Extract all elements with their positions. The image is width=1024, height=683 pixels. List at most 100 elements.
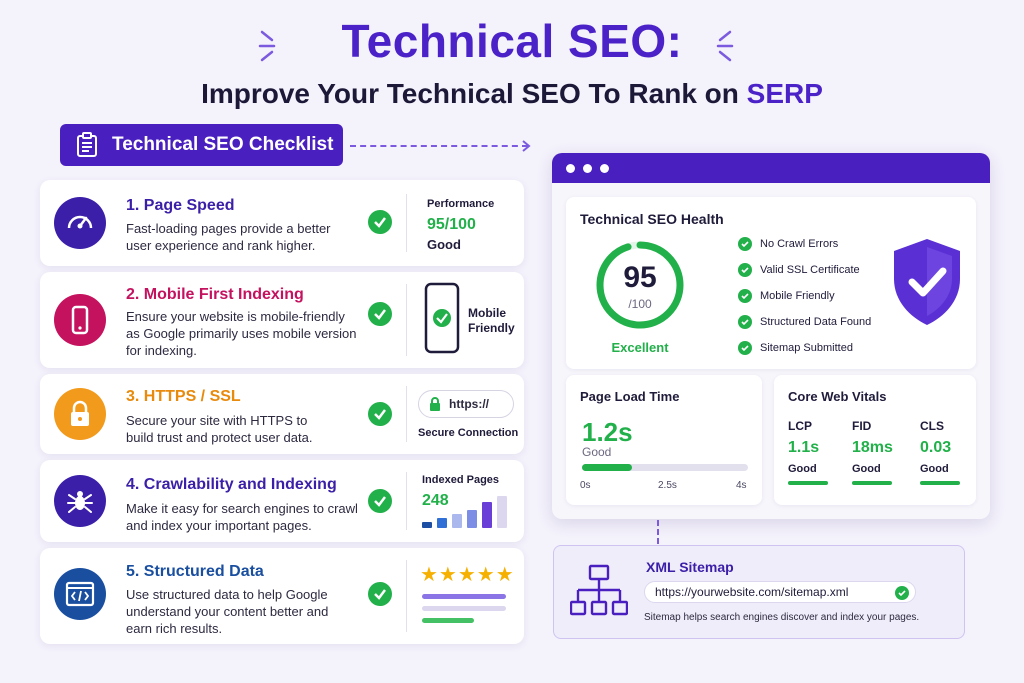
window-dot	[566, 163, 575, 173]
vital-name: FID	[852, 419, 872, 433]
check-icon	[738, 341, 752, 355]
health-title: Technical SEO Health	[580, 211, 724, 227]
shield-check-icon	[894, 239, 960, 325]
checklist-card-https: 3. HTTPS / SSL Secure your site with HTT…	[40, 374, 524, 454]
secure-connection-label: Secure Connection	[418, 427, 519, 439]
sitemap-url-field[interactable]: https://yourwebsite.com/sitemap.xml	[644, 581, 916, 603]
sitemap-title: XML Sitemap	[646, 559, 734, 575]
vital-name: LCP	[788, 419, 812, 433]
load-title: Page Load Time	[580, 389, 680, 404]
scale-end: 4s	[736, 480, 747, 491]
health-check-label: Structured Data Found	[760, 316, 872, 328]
check-icon	[738, 315, 752, 329]
mobile-device-icon	[424, 282, 460, 354]
checklist-card-page-speed: 1. Page Speed Fast-loading pages provide…	[40, 180, 524, 266]
vital-bar	[920, 481, 960, 485]
sparkle-left-icon	[258, 30, 276, 62]
card-title: 2. Mobile First Indexing	[126, 286, 304, 303]
vital-value: 18ms	[852, 439, 893, 456]
vital-cls: CLS 0.03 Good	[920, 419, 980, 485]
performance-label: Performance	[427, 198, 495, 210]
load-progress-fill	[582, 464, 632, 471]
check-icon	[368, 302, 392, 326]
health-check-item: Mobile Friendly	[738, 289, 835, 303]
vital-value: 1.1s	[788, 439, 820, 456]
connector-line	[657, 520, 659, 544]
vitals-title: Core Web Vitals	[788, 389, 887, 404]
health-check-label: No Crawl Errors	[760, 238, 839, 250]
connector-line	[350, 145, 528, 147]
load-value: 1.2s	[582, 417, 633, 447]
check-icon	[368, 210, 392, 234]
https-url-pill: https://	[418, 390, 514, 418]
speedometer-icon	[54, 197, 106, 249]
core-web-vitals-panel: Core Web Vitals LCP 1.1s Good FID 18ms G…	[774, 375, 976, 505]
indexed-pages-value: 248	[422, 492, 449, 509]
vital-fid: FID 18ms Good	[852, 419, 912, 485]
page-subtitle: Improve Your Technical SEO To Rank on SE…	[201, 78, 823, 109]
check-icon	[738, 263, 752, 277]
divider	[406, 386, 407, 442]
bar-chart-icon	[422, 496, 507, 528]
health-check-item: Sitemap Submitted	[738, 341, 853, 355]
arrow-right-icon	[522, 140, 531, 152]
vital-status: Good	[852, 463, 881, 475]
checklist-card-mobile-first: 2. Mobile First Indexing Ensure your web…	[40, 272, 524, 368]
check-icon	[738, 289, 752, 303]
checklist-card-structured-data: 5. Structured Data Use structured data t…	[40, 548, 524, 644]
divider	[406, 472, 407, 530]
vital-bar	[852, 481, 892, 485]
sitemap-tree-icon	[570, 564, 628, 616]
card-description: Ensure your website is mobile-friendly a…	[126, 309, 357, 358]
vital-status: Good	[788, 463, 817, 475]
card-description: Fast-loading pages provide a better user…	[126, 221, 331, 253]
performance-status: Good	[427, 237, 461, 252]
scale-mid: 2.5s	[658, 480, 677, 491]
health-check-label: Sitemap Submitted	[760, 342, 853, 354]
check-icon	[895, 586, 909, 600]
indexed-pages-label: Indexed Pages	[422, 474, 500, 486]
rating-stars: ★★★★★	[420, 564, 515, 586]
checklist-badge: Technical SEO Checklist	[60, 124, 343, 166]
page-title: Technical SEO:	[341, 15, 683, 67]
score-ring	[596, 241, 684, 329]
card-title: 4. Crawlability and Indexing	[126, 476, 337, 493]
checklist-badge-label: Technical SEO Checklist	[112, 134, 334, 155]
seo-dashboard-window: Technical SEO Health 95 /100 Excellent N…	[552, 153, 990, 519]
score-max: /100	[628, 297, 652, 311]
page-load-panel: Page Load Time 1.2s Good 0s 2.5s 4s	[566, 375, 762, 505]
vital-status: Good	[920, 463, 949, 475]
score-value: 95	[623, 261, 657, 294]
sparkle-right-icon	[716, 30, 734, 62]
check-icon	[368, 489, 392, 513]
load-status: Good	[582, 445, 612, 459]
https-url: https://	[449, 397, 489, 411]
health-check-item: Valid SSL Certificate	[738, 263, 860, 277]
code-window-icon	[54, 568, 106, 620]
performance-value: 95/100	[427, 216, 476, 233]
score-label: Excellent	[611, 340, 669, 355]
result-line	[422, 594, 506, 599]
health-check-label: Valid SSL Certificate	[760, 264, 860, 276]
load-progress-track	[582, 464, 748, 471]
card-description: Secure your site with HTTPS to build tru…	[126, 413, 313, 445]
spider-icon	[54, 475, 106, 527]
check-icon	[368, 402, 392, 426]
card-title: 5. Structured Data	[126, 563, 264, 580]
card-title: 3. HTTPS / SSL	[126, 388, 241, 405]
health-check-item: Structured Data Found	[738, 315, 871, 329]
scale-start: 0s	[580, 480, 591, 491]
checklist-card-crawlability: 4. Crawlability and Indexing Make it eas…	[40, 460, 524, 542]
check-icon	[738, 237, 752, 251]
health-panel: Technical SEO Health 95 /100 Excellent N…	[566, 197, 976, 369]
vital-value: 0.03	[920, 439, 952, 456]
padlock-icon	[430, 397, 440, 411]
health-check-label: Mobile Friendly	[760, 290, 835, 302]
window-dot	[600, 163, 609, 173]
window-dot	[583, 163, 592, 173]
vital-lcp: LCP 1.1s Good	[788, 419, 848, 485]
xml-sitemap-box: XML Sitemap https://yourwebsite.com/site…	[553, 545, 965, 639]
divider	[406, 194, 407, 252]
health-check-item: No Crawl Errors	[738, 237, 838, 251]
card-description: Use structured data to help Google under…	[126, 587, 329, 636]
